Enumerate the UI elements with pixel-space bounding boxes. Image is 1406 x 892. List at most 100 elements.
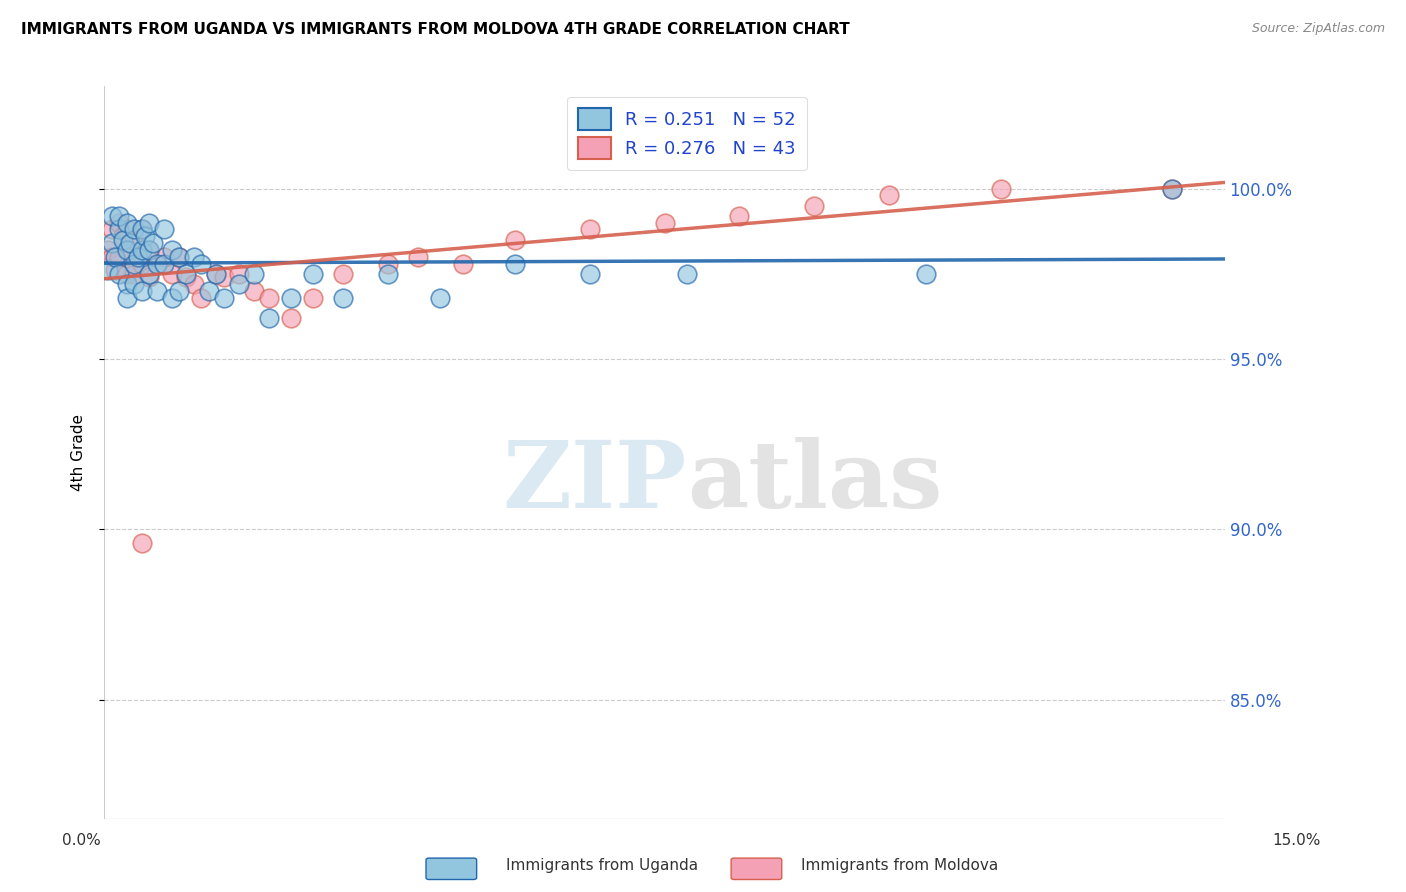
Text: Source: ZipAtlas.com: Source: ZipAtlas.com xyxy=(1251,22,1385,36)
Point xyxy=(115,243,138,257)
Legend: R = 0.251   N = 52, R = 0.276   N = 43: R = 0.251 N = 52, R = 0.276 N = 43 xyxy=(567,97,807,169)
Point xyxy=(120,243,142,257)
Point xyxy=(131,256,153,270)
Point xyxy=(429,291,451,305)
Point xyxy=(115,277,138,291)
Text: Immigrants from Uganda: Immigrants from Uganda xyxy=(506,858,699,872)
Point xyxy=(97,243,120,257)
Point xyxy=(228,277,250,291)
Point xyxy=(100,222,122,236)
Point xyxy=(915,267,938,281)
Point xyxy=(160,267,183,281)
Point xyxy=(803,199,825,213)
Point xyxy=(1161,181,1184,195)
Point xyxy=(228,267,250,281)
Point xyxy=(302,291,325,305)
Point xyxy=(138,216,160,230)
Point xyxy=(578,222,600,236)
Point xyxy=(332,291,354,305)
Point xyxy=(503,256,526,270)
Point xyxy=(134,229,156,244)
Point xyxy=(212,270,235,285)
Point xyxy=(100,236,122,251)
Point xyxy=(131,222,153,236)
Point xyxy=(111,233,134,247)
Point xyxy=(145,284,167,298)
Point xyxy=(108,250,131,264)
Point xyxy=(115,222,138,236)
Point xyxy=(176,267,198,281)
Point xyxy=(115,267,138,281)
Point xyxy=(120,236,142,251)
Point xyxy=(145,256,167,270)
Point xyxy=(257,311,280,326)
Point xyxy=(183,277,205,291)
Point xyxy=(153,256,176,270)
Text: Immigrants from Moldova: Immigrants from Moldova xyxy=(801,858,998,872)
Point xyxy=(242,284,264,298)
Point xyxy=(138,267,160,281)
Point xyxy=(167,284,190,298)
Point xyxy=(100,250,122,264)
Point xyxy=(167,250,190,264)
Text: IMMIGRANTS FROM UGANDA VS IMMIGRANTS FROM MOLDOVA 4TH GRADE CORRELATION CHART: IMMIGRANTS FROM UGANDA VS IMMIGRANTS FRO… xyxy=(21,22,849,37)
Point xyxy=(122,256,145,270)
Point xyxy=(728,209,751,223)
Point xyxy=(108,267,131,281)
Point xyxy=(108,222,131,236)
Point xyxy=(877,188,900,202)
Point xyxy=(131,284,153,298)
Point xyxy=(131,536,153,550)
Text: atlas: atlas xyxy=(688,437,942,527)
Point xyxy=(104,250,127,264)
Point xyxy=(654,216,676,230)
Point xyxy=(205,267,228,281)
Point xyxy=(131,222,153,236)
Text: ZIP: ZIP xyxy=(503,437,688,527)
Point xyxy=(578,267,600,281)
Point xyxy=(131,243,153,257)
Point xyxy=(676,267,699,281)
Point xyxy=(212,291,235,305)
Point xyxy=(167,250,190,264)
Point xyxy=(280,291,302,305)
Point xyxy=(145,256,167,270)
Point xyxy=(257,291,280,305)
Point xyxy=(183,250,205,264)
Point xyxy=(122,267,145,281)
Point xyxy=(122,277,145,291)
Point xyxy=(142,236,165,251)
Point xyxy=(160,243,183,257)
Text: 15.0%: 15.0% xyxy=(1272,833,1320,847)
Point xyxy=(115,291,138,305)
Point xyxy=(990,181,1012,195)
Point xyxy=(1161,181,1184,195)
Point xyxy=(153,222,176,236)
Point xyxy=(242,267,264,281)
Y-axis label: 4th Grade: 4th Grade xyxy=(72,414,86,491)
Point xyxy=(176,270,198,285)
Point xyxy=(153,250,176,264)
Point xyxy=(302,267,325,281)
Point xyxy=(205,267,228,281)
Point xyxy=(406,250,429,264)
Point xyxy=(122,233,145,247)
Point xyxy=(138,270,160,285)
Point xyxy=(332,267,354,281)
Point xyxy=(111,229,134,244)
Point xyxy=(127,250,149,264)
Point xyxy=(190,291,212,305)
Point xyxy=(108,209,131,223)
Point xyxy=(100,209,122,223)
Point xyxy=(138,243,160,257)
Point xyxy=(108,216,131,230)
Point xyxy=(160,291,183,305)
Point xyxy=(503,233,526,247)
Point xyxy=(97,263,120,277)
Point xyxy=(115,216,138,230)
Point xyxy=(377,256,399,270)
Point xyxy=(198,284,221,298)
Text: 0.0%: 0.0% xyxy=(62,833,101,847)
Point xyxy=(122,222,145,236)
Point xyxy=(138,243,160,257)
